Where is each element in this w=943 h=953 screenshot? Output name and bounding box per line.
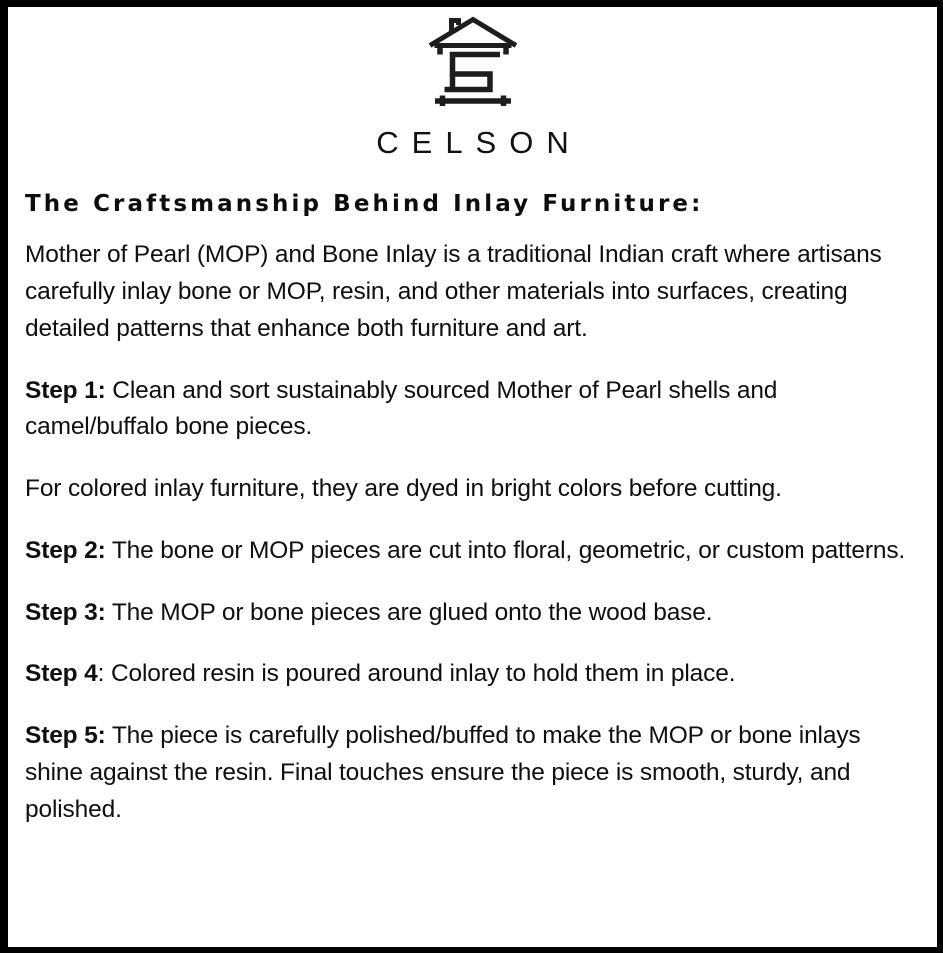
paragraph-step-1: Step 1: Clean and sort sustainably sourc… [25,373,909,447]
brand-wordmark: CELSON [376,125,582,160]
paragraph-step-3: Step 3: The MOP or bone pieces are glued… [25,595,909,632]
paragraph-text: Colored resin is poured around inlay to … [104,660,736,688]
brand-block: CELSON [17,7,928,158]
paragraph-lead-punct: : [97,660,105,688]
paragraph-text: Mother of Pearl (MOP) and Bone Inlay is … [25,241,882,342]
paragraph-step-2: Step 2: The bone or MOP pieces are cut i… [25,533,909,570]
paragraph-lead: Step 2: [25,536,106,564]
paragraph-text: The piece is carefully polished/buffed t… [25,722,861,823]
paragraph-text: For colored inlay furniture, they are dy… [25,475,782,503]
page-title: The Craftsmanship Behind Inlay Furniture… [25,191,704,217]
poster-content: CELSON The Craftsmanship Behind Inlay Fu… [8,7,937,947]
paragraph-lead: Step 3: [25,598,106,626]
paragraph-step-5: Step 5: The piece is carefully polished/… [25,718,909,828]
paragraph-text: Clean and sort sustainably sourced Mothe… [25,376,778,441]
paragraph-step-4: Step 4: Colored resin is poured around i… [25,656,909,693]
article-body: Mother of Pearl (MOP) and Bone Inlay is … [25,217,909,828]
paragraph-text: The bone or MOP pieces are cut into flor… [105,536,906,564]
paragraph-lead: Step 4 [25,660,98,688]
paragraph-note-colored-inlay: For colored inlay furniture, they are dy… [25,471,909,508]
paragraph-lead: Step 1: [25,376,106,404]
paragraph-intro: Mother of Pearl (MOP) and Bone Inlay is … [25,237,909,347]
house-temple-monogram-logo-icon [428,16,517,106]
paragraph-text: The MOP or bone pieces are glued onto th… [105,598,713,626]
paragraph-lead: Step 5: [25,722,106,750]
